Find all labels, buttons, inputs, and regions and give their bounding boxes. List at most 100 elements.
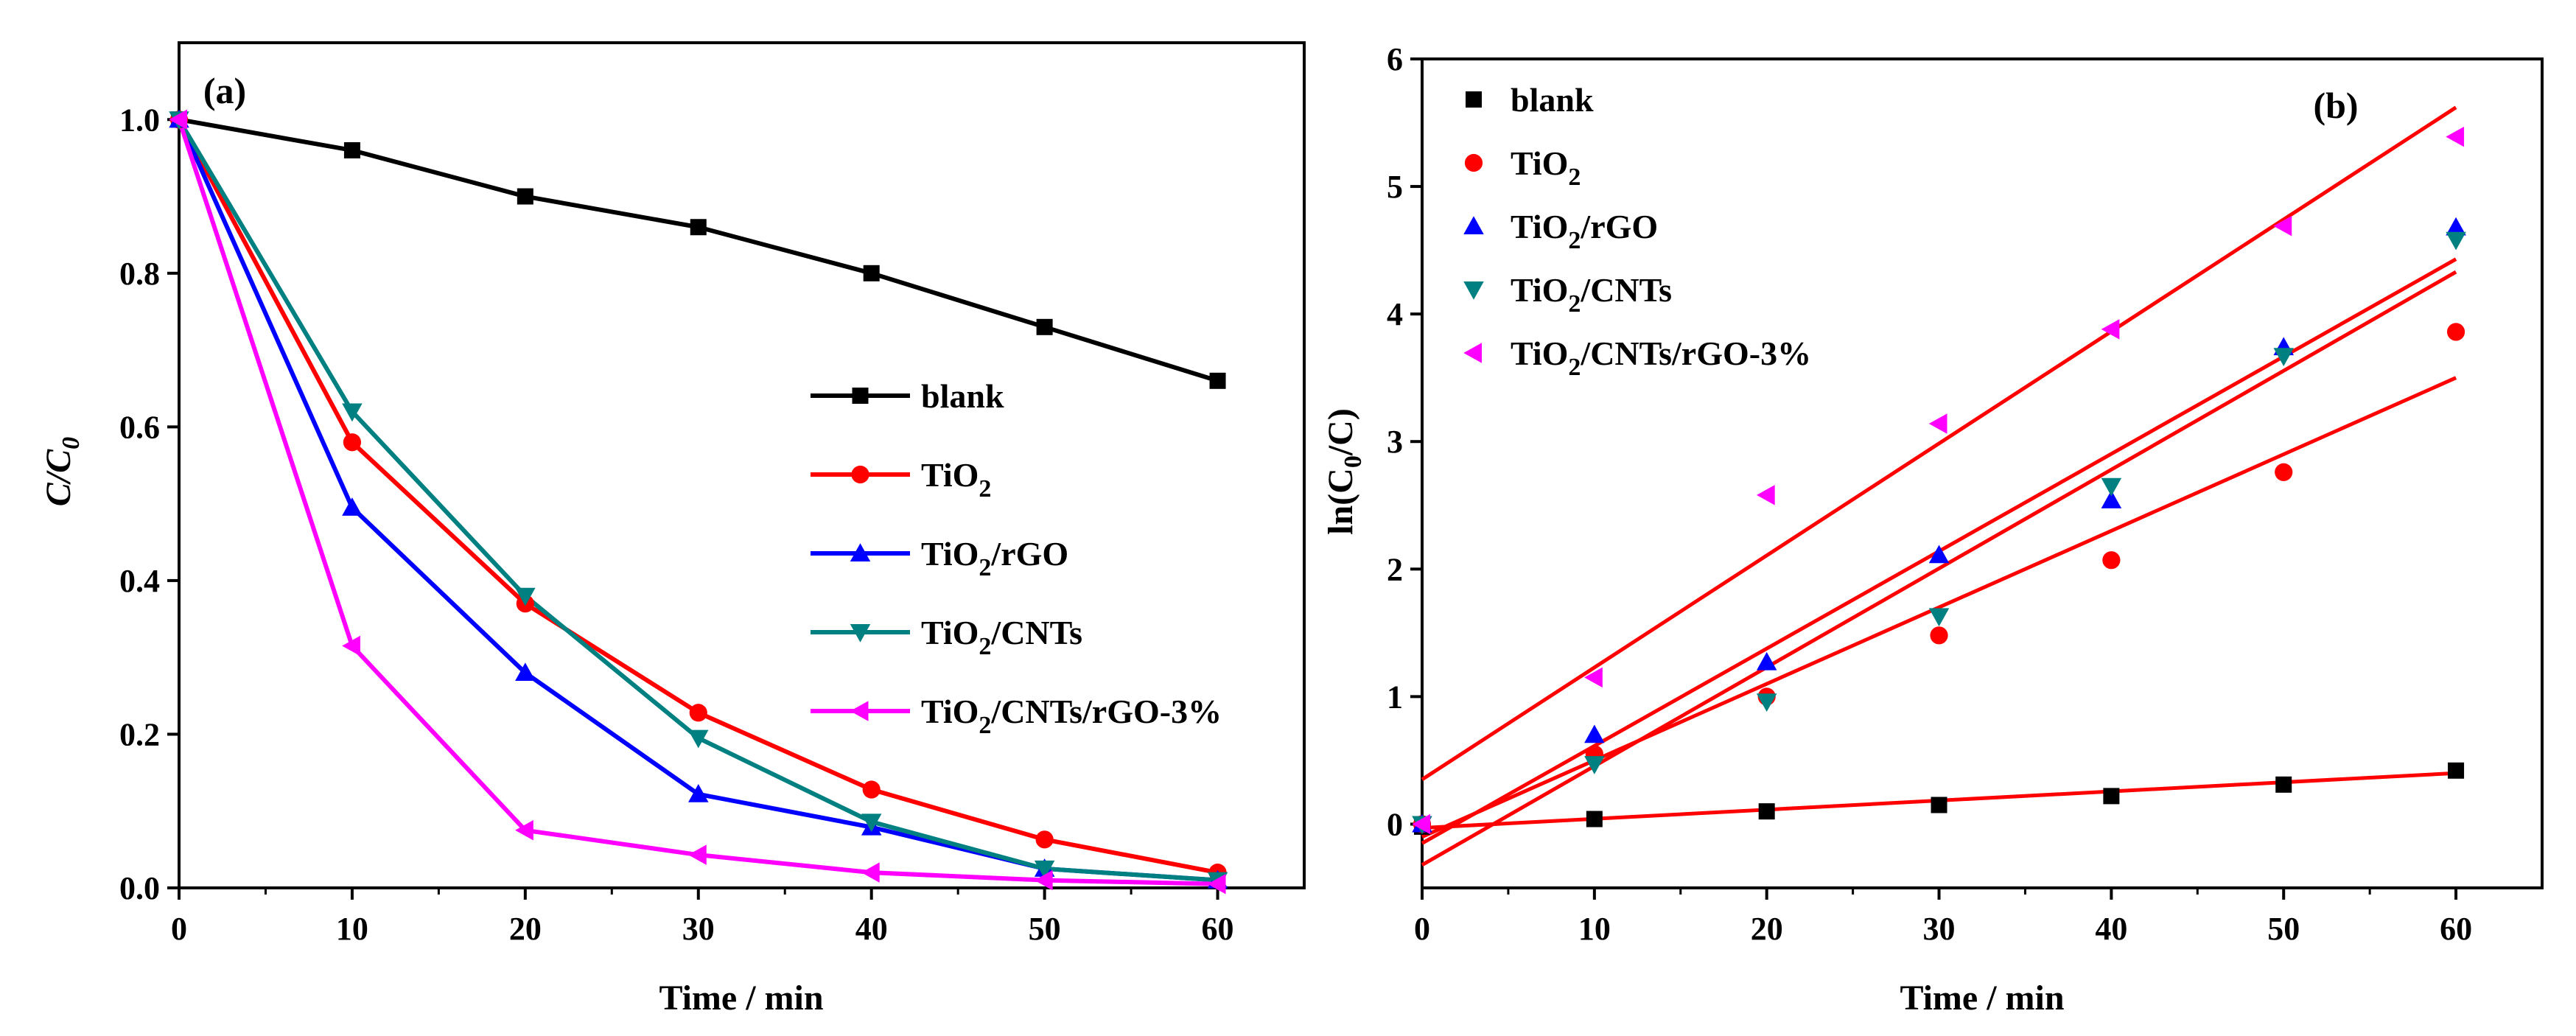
data-point <box>1209 372 1226 389</box>
data-point <box>1036 318 1053 335</box>
y-tick-label: 1 <box>1387 679 1403 715</box>
x-tick-label: 20 <box>509 911 542 947</box>
data-point <box>1207 874 1226 895</box>
data-point <box>1756 651 1777 671</box>
legend-marker <box>852 388 869 404</box>
series-line <box>178 117 1219 383</box>
data-point <box>343 433 362 452</box>
legend-label: TiO2/CNTs/rGO-3% <box>921 693 1222 739</box>
data-point <box>342 403 363 422</box>
x-tick-label: 30 <box>682 911 715 947</box>
y-tick-label: 2 <box>1387 551 1403 587</box>
y-axis-title-part: ln(C <box>1321 468 1360 535</box>
data-point <box>861 813 882 833</box>
x-tick-label: 0 <box>1414 911 1430 947</box>
legend-label-subscript: 2 <box>1568 354 1581 381</box>
data-point <box>1930 626 1948 645</box>
data-point <box>690 219 707 236</box>
data-point <box>2446 323 2465 341</box>
data-point <box>2273 348 2294 367</box>
data-point <box>1928 608 1950 627</box>
legend-label-subscript: 2 <box>979 554 991 581</box>
legend-label-part: TiO <box>921 456 979 494</box>
data-point <box>2275 776 2292 793</box>
x-tick-label: 0 <box>171 911 187 947</box>
legend-label-part: /rGO <box>1580 208 1658 245</box>
y-axis-title-part: /C) <box>1321 408 1360 456</box>
data-point <box>1035 830 1054 849</box>
x-tick-label: 40 <box>855 911 888 947</box>
data-point <box>1584 667 1603 688</box>
legend-label-part: /CNTs/rGO-3% <box>990 693 1222 730</box>
panel-label: (a) <box>203 70 246 111</box>
legend-label-part: /CNTs/rGO-3% <box>1580 335 1811 372</box>
x-tick-label: 40 <box>2095 911 2127 947</box>
data-point <box>1931 797 1947 813</box>
data-point <box>2275 463 2293 481</box>
data-point <box>2101 319 2120 340</box>
legend-label: TiO2/rGO <box>1511 208 1658 254</box>
y-axis-title-subscript: 0 <box>57 437 85 449</box>
y-axis-title-part: C/C <box>39 449 78 506</box>
y-tick-label: 1.0 <box>119 102 160 138</box>
x-tick-label: 10 <box>336 911 368 947</box>
x-tick-label: 60 <box>2440 911 2472 947</box>
data-point <box>688 844 707 865</box>
data-point <box>2446 126 2465 147</box>
data-point <box>862 780 881 799</box>
legend-label-subscript: 2 <box>1568 164 1581 191</box>
y-tick-label: 0.8 <box>119 256 160 292</box>
data-point <box>688 784 709 802</box>
y-tick-label: 0.0 <box>119 870 160 906</box>
y-tick-label: 0 <box>1387 806 1403 842</box>
legend-label-part: /CNTs <box>1580 271 1672 309</box>
legend-marker <box>851 465 869 484</box>
legend-label: TiO2 <box>921 456 991 503</box>
fit-line <box>1421 105 2457 781</box>
legend-label: blank <box>921 377 1004 415</box>
data-point <box>2101 477 2122 497</box>
y-axis-title-subscript: 0 <box>1340 455 1367 468</box>
legend-label-subscript: 2 <box>1568 227 1581 254</box>
legend-label-part: TiO <box>1511 335 1568 372</box>
y-tick-label: 6 <box>1387 41 1403 77</box>
plot-frame <box>178 41 1306 889</box>
legend-label: TiO2/CNTs <box>1511 271 1672 318</box>
data-point <box>515 662 536 682</box>
legend-label-part: TiO <box>921 535 979 573</box>
data-point <box>2448 762 2465 779</box>
data-point <box>1756 693 1777 713</box>
data-point <box>1034 869 1053 891</box>
x-tick-label: 60 <box>1202 911 1234 947</box>
x-tick-label: 50 <box>1029 911 1061 947</box>
legend-label: TiO2/CNTs/rGO-3% <box>1511 335 1811 381</box>
y-tick-label: 3 <box>1387 424 1403 460</box>
data-point <box>2446 217 2466 236</box>
data-point <box>1928 545 1950 564</box>
data-point <box>1584 724 1605 743</box>
legend-marker <box>850 543 871 561</box>
legend-label: TiO2/CNTs <box>921 614 1082 660</box>
data-point <box>689 704 707 722</box>
data-point <box>517 188 533 205</box>
data-point <box>2102 551 2121 570</box>
plot-area <box>1412 105 2466 867</box>
data-point <box>342 635 360 657</box>
legend-marker <box>850 624 871 643</box>
plot-frame <box>1421 57 2544 889</box>
legend-label-subscript: 2 <box>979 712 991 739</box>
x-axis-title: Time / min <box>659 979 823 1018</box>
x-axis-title: Time / min <box>1900 979 2064 1018</box>
legend-label-part: TiO <box>921 614 979 651</box>
data-point <box>2103 788 2120 805</box>
data-point <box>343 141 360 158</box>
legend-label-subscript: 2 <box>979 475 991 503</box>
fit-line <box>1421 376 2457 839</box>
data-point <box>342 497 363 516</box>
panel-label: (b) <box>2313 85 2358 126</box>
data-point <box>515 820 533 841</box>
legend-marker <box>850 701 869 721</box>
data-point <box>1412 813 1430 835</box>
y-tick-label: 4 <box>1387 296 1403 332</box>
